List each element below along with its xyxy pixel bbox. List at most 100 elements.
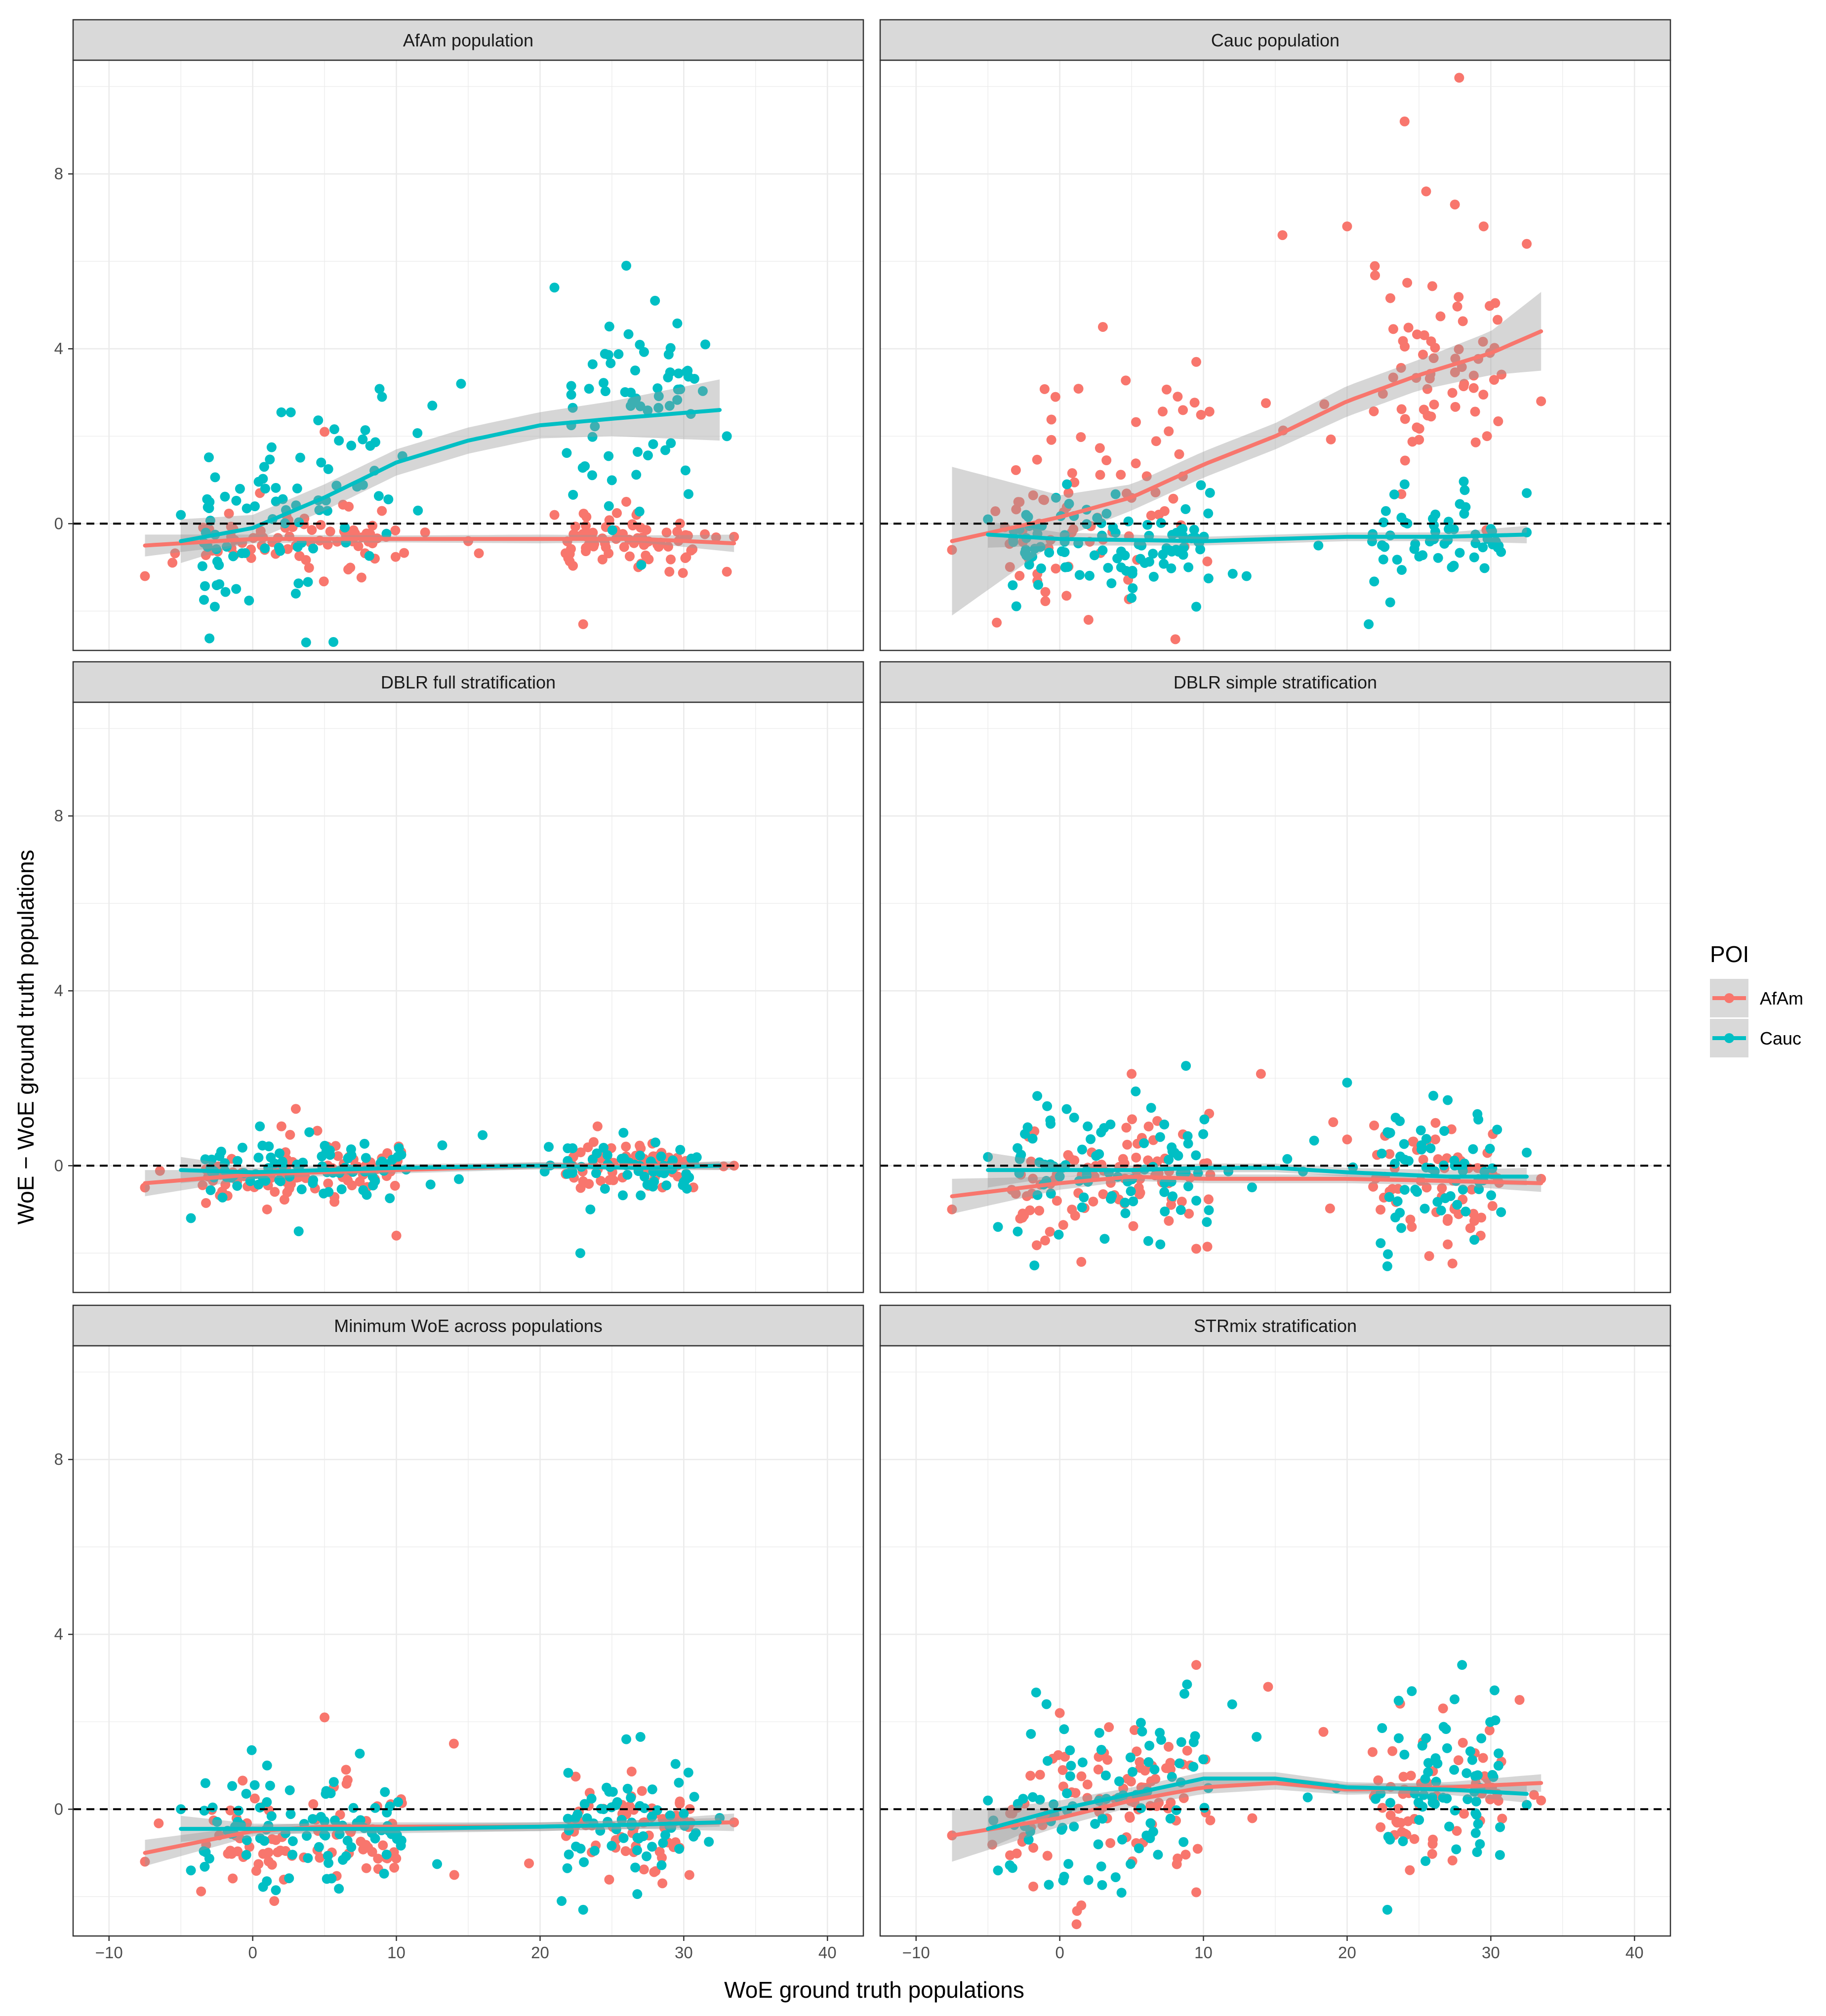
data-point-afam xyxy=(1454,73,1464,83)
y-tick-label: 4 xyxy=(54,339,63,358)
data-point-afam xyxy=(263,1856,274,1867)
data-point-cauc xyxy=(324,1858,334,1868)
data-point-cauc xyxy=(326,1873,337,1884)
data-point-cauc xyxy=(1461,1207,1471,1217)
data-point-afam xyxy=(1126,1776,1136,1787)
data-point-cauc xyxy=(1382,1904,1392,1915)
data-point-afam xyxy=(568,561,578,571)
data-point-cauc xyxy=(697,386,708,396)
data-point-cauc xyxy=(323,464,333,474)
data-point-cauc xyxy=(1367,536,1378,547)
data-point-cauc xyxy=(1013,1799,1023,1809)
data-point-cauc xyxy=(320,1140,330,1151)
data-point-cauc xyxy=(1155,1728,1165,1738)
data-point-cauc xyxy=(425,1179,436,1190)
data-point-cauc xyxy=(674,1844,685,1854)
data-point-cauc xyxy=(1423,1758,1433,1768)
data-point-afam xyxy=(1325,1203,1335,1213)
data-point-cauc xyxy=(650,295,660,306)
data-point-afam xyxy=(1050,392,1060,402)
data-point-cauc xyxy=(1438,1722,1449,1732)
data-point-cauc xyxy=(427,401,438,411)
data-point-afam xyxy=(1484,1725,1495,1735)
data-point-afam xyxy=(578,619,588,629)
data-point-cauc xyxy=(606,358,616,368)
data-point-cauc xyxy=(1195,544,1206,555)
data-point-afam xyxy=(641,524,651,535)
data-point-afam xyxy=(154,1818,164,1828)
facet-strip xyxy=(879,1304,1671,1347)
data-point-afam xyxy=(1536,1795,1546,1806)
data-point-cauc xyxy=(381,528,392,539)
data-point-cauc xyxy=(1093,1839,1103,1850)
data-point-cauc xyxy=(602,1150,612,1161)
data-point-afam xyxy=(570,1772,581,1782)
legend-label-afam: AfAm xyxy=(1760,988,1803,1008)
data-point-cauc xyxy=(1395,1208,1405,1218)
data-point-cauc xyxy=(587,432,598,442)
data-point-afam xyxy=(140,1856,150,1867)
data-point-afam xyxy=(1097,322,1108,332)
data-point-cauc xyxy=(1008,580,1018,590)
data-point-afam xyxy=(1055,1708,1065,1718)
data-point-afam xyxy=(1406,1771,1416,1781)
data-point-afam xyxy=(361,1863,371,1873)
data-point-cauc xyxy=(680,465,690,476)
data-point-cauc xyxy=(253,1179,264,1190)
data-point-cauc xyxy=(1125,1752,1136,1763)
data-point-cauc xyxy=(1462,1794,1473,1805)
data-point-cauc xyxy=(1089,550,1099,561)
data-point-cauc xyxy=(1369,576,1380,587)
data-point-cauc xyxy=(1091,1151,1101,1161)
data-point-cauc xyxy=(338,1855,348,1865)
data-point-afam xyxy=(1468,370,1479,381)
data-point-cauc xyxy=(334,436,344,446)
data-point-cauc xyxy=(604,322,614,332)
data-point-cauc xyxy=(1189,524,1199,535)
data-point-cauc xyxy=(1159,1119,1170,1129)
data-point-cauc xyxy=(590,421,600,432)
data-point-cauc xyxy=(557,1896,567,1906)
data-point-afam xyxy=(170,548,180,559)
data-point-afam xyxy=(1063,487,1074,498)
data-point-afam xyxy=(270,1187,280,1197)
data-point-cauc xyxy=(1205,487,1215,498)
data-point-cauc xyxy=(665,343,676,353)
data-point-cauc xyxy=(580,461,590,471)
data-point-afam xyxy=(1466,1184,1477,1195)
data-point-cauc xyxy=(582,1813,592,1823)
facet-strip xyxy=(72,1304,864,1347)
data-point-cauc xyxy=(1097,545,1108,556)
data-point-cauc xyxy=(607,525,617,535)
data-point-cauc xyxy=(1043,1756,1053,1766)
data-point-afam xyxy=(1485,1794,1495,1805)
data-point-cauc xyxy=(1376,1788,1386,1799)
panel-grid xyxy=(880,1346,1670,1936)
data-point-cauc xyxy=(1393,1733,1404,1743)
data-point-cauc xyxy=(260,484,270,494)
data-point-cauc xyxy=(635,401,646,411)
data-point-cauc xyxy=(214,1151,225,1162)
data-point-afam xyxy=(307,525,317,535)
data-point-afam xyxy=(1170,634,1180,645)
data-point-cauc xyxy=(592,1148,602,1159)
data-point-afam xyxy=(1387,1184,1398,1194)
data-point-afam xyxy=(583,1142,593,1153)
data-point-cauc xyxy=(1044,1880,1054,1890)
data-point-cauc xyxy=(285,1809,296,1819)
panel-border xyxy=(879,1345,1671,1937)
data-point-afam xyxy=(420,527,430,537)
data-point-afam xyxy=(1496,369,1506,380)
data-point-cauc xyxy=(1458,1184,1468,1195)
data-point-cauc xyxy=(643,405,653,415)
data-point-afam xyxy=(1443,1214,1453,1224)
data-point-cauc xyxy=(265,454,275,465)
data-point-afam xyxy=(1468,1209,1479,1219)
data-point-afam xyxy=(1164,1215,1174,1226)
data-point-afam xyxy=(320,1712,330,1723)
data-point-cauc xyxy=(1364,619,1374,629)
data-point-afam xyxy=(729,531,739,542)
data-point-cauc xyxy=(1158,549,1168,560)
confidence-band-cauc xyxy=(988,1772,1527,1849)
data-point-cauc xyxy=(1077,1757,1088,1768)
